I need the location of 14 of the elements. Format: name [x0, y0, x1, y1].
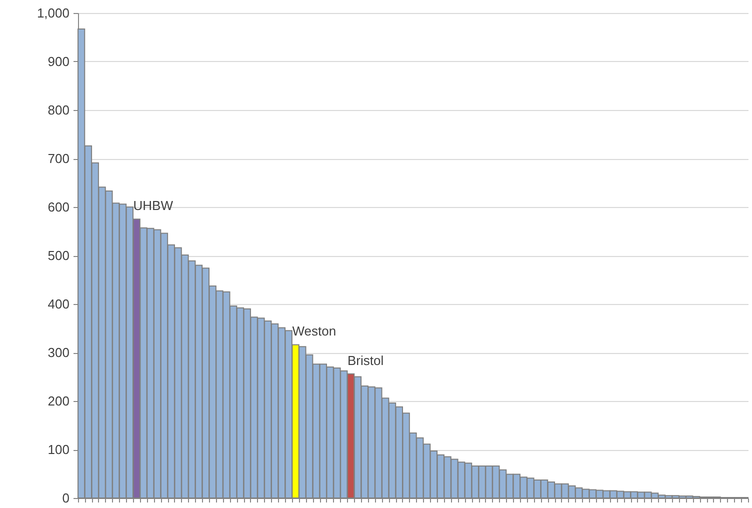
annotation: Weston	[292, 324, 336, 339]
y-tick-label: 800	[48, 102, 70, 118]
y-tick-label: 200	[48, 394, 70, 408]
annotation: Bristol	[347, 352, 384, 368]
y-tick-label: 600	[48, 200, 70, 214]
y-tick-label: 300	[48, 345, 70, 360]
annotation: UHBW	[133, 198, 174, 214]
y-tick-label: 700	[48, 151, 70, 166]
y-tick-label: 100	[48, 442, 70, 457]
y-tick-label: 900	[48, 54, 70, 69]
y-tick-label: 0	[62, 490, 70, 506]
y-tick-label: 500	[48, 248, 70, 263]
y-tick-label: 1,000	[36, 6, 70, 20]
y-tick-label: 400	[48, 296, 70, 312]
